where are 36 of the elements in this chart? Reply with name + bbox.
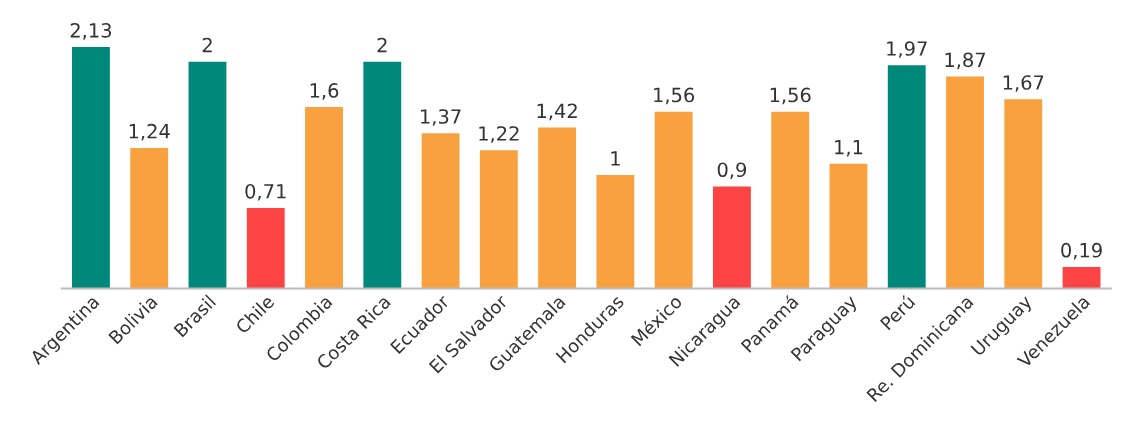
bar — [305, 107, 343, 289]
bar — [946, 76, 984, 289]
bar — [712, 186, 751, 289]
data-label: 2,13 — [70, 23, 112, 40]
data-label: 1,56 — [770, 87, 811, 105]
data-label: 2 — [202, 37, 212, 53]
data-label: 1,42 — [537, 103, 577, 121]
data-label: 1,97 — [887, 41, 927, 58]
data-label: 1,37 — [421, 109, 461, 126]
bar — [188, 61, 227, 289]
data-label: 1,87 — [945, 52, 985, 70]
bar — [771, 111, 810, 289]
bar — [829, 163, 868, 289]
data-label: 0,9 — [717, 162, 747, 180]
data-label: 2 — [377, 37, 387, 53]
bar — [1004, 99, 1043, 289]
data-label: 1,67 — [1003, 75, 1044, 92]
data-label: 0,71 — [245, 183, 286, 201]
bar — [538, 127, 577, 289]
data-label: 1,56 — [654, 87, 695, 105]
bar — [246, 207, 285, 289]
bar — [887, 65, 926, 289]
bar — [363, 61, 402, 289]
data-label: 1,1 — [835, 139, 863, 157]
data-label: 1,6 — [310, 83, 339, 100]
bar — [596, 175, 635, 289]
bar — [479, 150, 518, 289]
data-label: 0,19 — [1061, 242, 1102, 260]
bar — [130, 147, 169, 289]
data-label: 1,22 — [479, 126, 519, 143]
data-label: 1 — [611, 151, 620, 166]
bar — [421, 133, 460, 289]
data-label: 1,24 — [129, 123, 170, 141]
bar — [654, 111, 693, 289]
bar — [1062, 266, 1101, 289]
bar — [72, 47, 110, 289]
